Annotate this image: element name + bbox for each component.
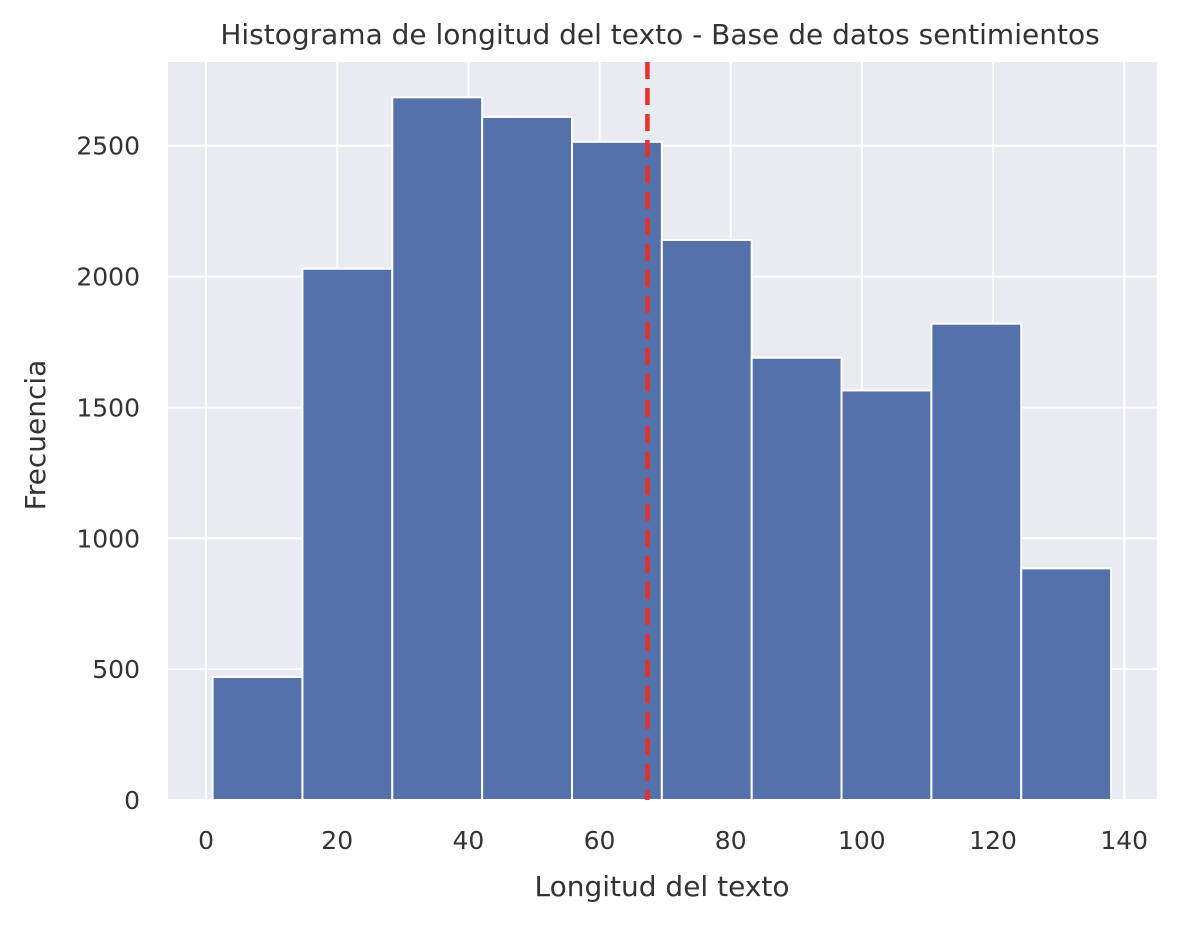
x-tick-label: 80 xyxy=(715,826,747,855)
y-tick-label: 2500 xyxy=(76,132,140,161)
x-tick-label: 40 xyxy=(452,826,484,855)
chart-title: Histograma de longitud del texto - Base … xyxy=(220,18,1099,51)
y-tick-label: 1000 xyxy=(76,524,140,553)
y-tick-label: 0 xyxy=(124,786,140,815)
histogram-bar xyxy=(391,96,484,802)
tick-labels: 0 20 40 60 80 100 120 140 0 500 1000 1500 2000 2500 xyxy=(76,132,1148,855)
histogram-bar xyxy=(660,238,753,801)
x-tick-label: 140 xyxy=(1100,826,1148,855)
histogram-bar xyxy=(750,356,843,801)
histogram-bar xyxy=(1020,567,1113,801)
histogram-bar xyxy=(840,389,933,801)
y-tick-label: 500 xyxy=(92,655,140,684)
x-tick-label: 100 xyxy=(838,826,886,855)
y-tick-label: 1500 xyxy=(76,393,140,422)
x-tick-label: 20 xyxy=(321,826,353,855)
x-tick-label: 60 xyxy=(584,826,616,855)
histogram-bars xyxy=(211,96,1113,802)
y-axis-label: Frecuencia xyxy=(19,360,52,511)
histogram-bar xyxy=(301,267,394,801)
x-axis-label: Longitud del texto xyxy=(534,870,789,903)
x-tick-label: 120 xyxy=(969,826,1017,855)
y-tick-label: 2000 xyxy=(76,263,140,292)
histogram-bar xyxy=(930,322,1023,801)
x-tick-label: 0 xyxy=(198,826,214,855)
histogram-bar xyxy=(211,676,304,801)
histogram-bar xyxy=(481,115,573,801)
